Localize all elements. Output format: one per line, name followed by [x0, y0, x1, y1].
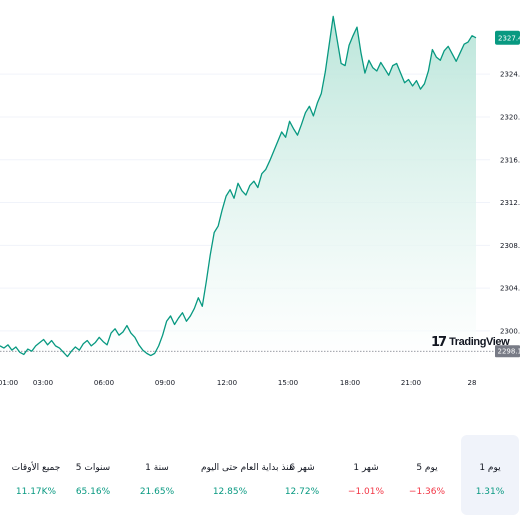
price-area-fill [0, 16, 476, 363]
x-tick-label: 18:00 [340, 379, 360, 387]
y-tick-label: 2308.00 [500, 242, 520, 250]
x-tick-label: 03:00 [33, 379, 53, 387]
tradingview-logo-text: TradingView [449, 336, 510, 348]
base-price-badge [495, 345, 520, 358]
x-tick-label: 28 [468, 379, 477, 387]
performance-period-value: 12.85% [212, 487, 248, 497]
performance-period-5[interactable]: 1 سنة 21.65% [128, 435, 186, 515]
performance-period-label: 5 سنوات [75, 463, 111, 473]
y-tick-label: 2316.00 [500, 156, 520, 164]
tradingview-watermark: 17 TradingView [431, 333, 510, 351]
y-tick-label: 2324.00 [500, 71, 520, 79]
performance-period-label: 1 شهر [353, 463, 379, 473]
performance-period-2[interactable]: 1 شهر −1.01% [337, 435, 395, 515]
performance-period-label: 6 شهر [289, 463, 315, 473]
performance-period-label: 1 سنة [145, 463, 169, 473]
performance-period-value: −1.36% [408, 487, 446, 497]
performance-period-3[interactable]: 6 شهر 12.72% [273, 435, 331, 515]
x-tick-label: 01:00 [0, 379, 18, 387]
performance-period-1[interactable]: 5 يوم −1.36% [398, 435, 456, 515]
performance-period-value: 1.31% [475, 487, 505, 497]
performance-period-label: منذ بداية العام حتى اليوم [201, 463, 294, 473]
tradingview-logo-icon: 17 [431, 334, 447, 350]
x-tick-label: 06:00 [94, 379, 114, 387]
last-price-label: 2327.40 [498, 34, 520, 42]
y-tick-label: 2312.00 [500, 199, 520, 207]
price-series-line [0, 15, 477, 358]
performance-bar: 1 يوم 1.31% 5 يوم −1.36% 1 شهر −1.01% 6 شهر 12.… [0, 435, 520, 515]
price-chart[interactable]: 2324.00 2320.00 2316.00 2312.00 2308.00 2304.… [0, 0, 520, 390]
performance-period-value: −1.01% [347, 487, 385, 497]
x-tick-label: 15:00 [278, 379, 298, 387]
x-tick-label: 12:00 [217, 379, 237, 387]
y-tick-label: 2300.00 [500, 327, 520, 335]
performance-period-value: 21.65% [139, 487, 175, 497]
performance-period-7[interactable]: جميع الأوقات 11.17K% [7, 435, 65, 515]
x-tick-label: 21:00 [401, 379, 421, 387]
price-axis: 2324.00 2320.00 2316.00 2312.00 2308.00 2304.… [495, 30, 520, 358]
base-price-label: 2298.10 [498, 348, 520, 356]
y-tick-label: 2304.00 [500, 285, 520, 293]
performance-period-value: 12.72% [284, 487, 320, 497]
x-tick-label: 09:00 [155, 379, 175, 387]
performance-period-6[interactable]: 5 سنوات 65.16% [64, 435, 122, 515]
y-tick-label: 2320.00 [500, 113, 520, 121]
performance-period-4[interactable]: منذ بداية العام حتى اليوم 12.85% [201, 435, 294, 515]
performance-period-0[interactable]: 1 يوم 1.31% [461, 435, 519, 515]
performance-period-label: جميع الأوقات [11, 463, 61, 473]
performance-period-value: 65.16% [75, 487, 111, 497]
performance-period-label: 5 يوم [416, 463, 438, 473]
time-axis: 01:00 03:00 06:00 09:00 12:00 15:00 18:00 21:00… [0, 379, 476, 387]
last-price-badge [495, 30, 520, 45]
performance-period-label: 1 يوم [479, 463, 501, 473]
performance-period-value: 11.17K% [15, 487, 57, 497]
